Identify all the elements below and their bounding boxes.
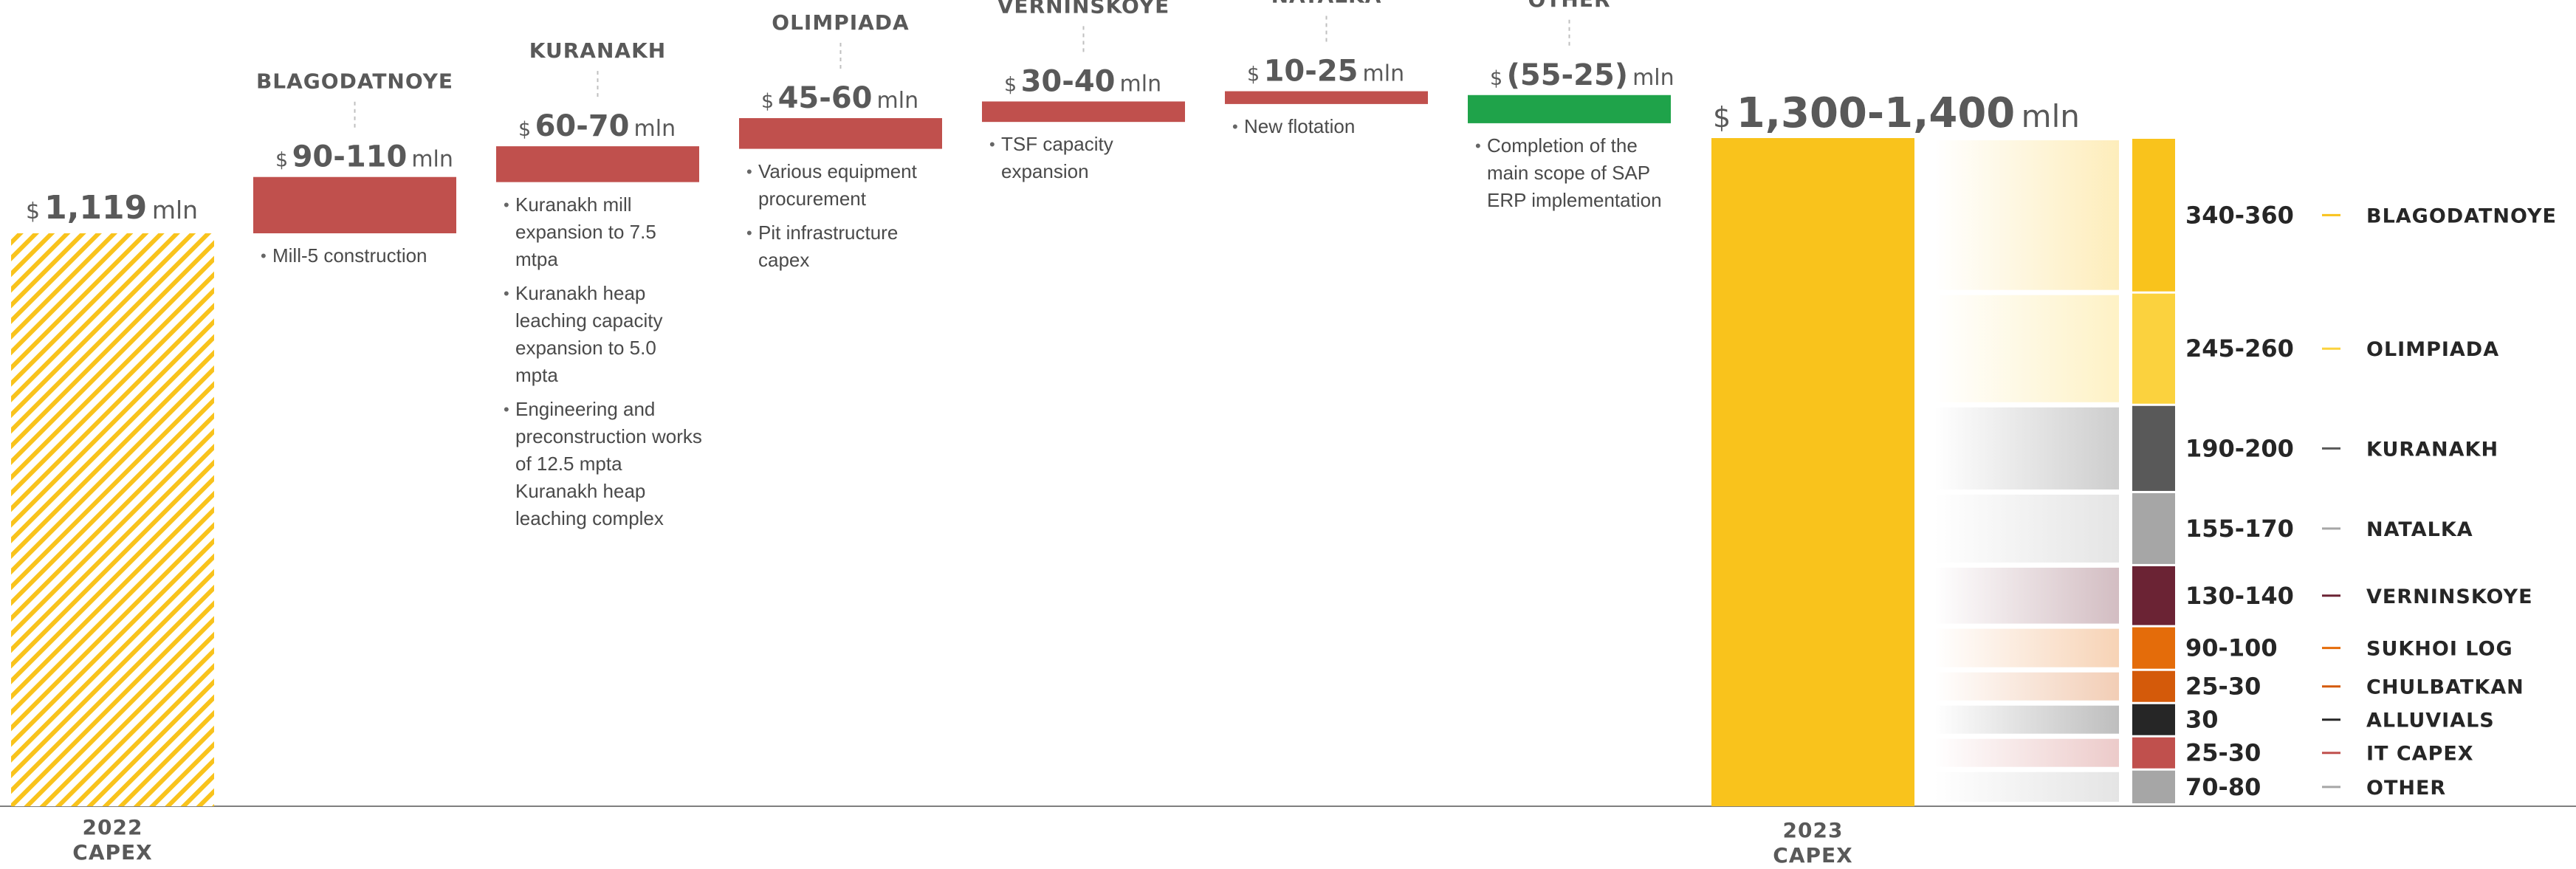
step-bar-olimpiada [739, 117, 942, 149]
step-name-natalka: NATALKA [1271, 0, 1382, 8]
breakdown-name-alluvials: ALLUVIALS [2366, 710, 2495, 732]
bullet-item: Engineering and preconstruction works of… [504, 396, 703, 532]
breakdown-name-verninskoye: VERNINSKOYE [2366, 585, 2533, 608]
breakdown-value-alluvials: 30 [2185, 706, 2219, 734]
step-value-label-olimpiada: $ 45-60 mln [761, 81, 918, 115]
breakdown-name-natalka: NATALKA [2366, 518, 2473, 541]
breakdown-glow-it-capex [1934, 738, 2119, 767]
step-bullets-olimpiada: Various equipment procurement Pit infrast… [746, 158, 946, 281]
step-bar-kuranakh [496, 146, 699, 182]
end-category-label-line2: CAPEX [1773, 843, 1852, 865]
breakdown-glow-verninskoye [1934, 567, 2119, 624]
start-bar [11, 233, 214, 806]
breakdown-glow-sukhoi-log [1934, 628, 2119, 667]
step-bullets-verninskoye: TSF capacity expansion [989, 131, 1189, 192]
start-category-label-line2: CAPEX [72, 840, 152, 865]
breakdown-value-other: 70-80 [2185, 773, 2261, 801]
breakdown-glow-alluvials [1934, 705, 2119, 734]
breakdown-segment-natalka [2132, 492, 2175, 564]
breakdown-glow-natalka [1934, 494, 2119, 563]
breakdown-value-verninskoye: 130-140 [2185, 582, 2294, 610]
breakdown-value-natalka: 155-170 [2185, 515, 2294, 543]
breakdown-name-olimpiada: OLIMPIADA [2366, 338, 2499, 361]
breakdown-value-chulbatkan: 25-30 [2185, 673, 2261, 701]
step-bar-blagodatnoye [253, 176, 456, 233]
bullet-item: Kuranakh heap leaching capacity expansio… [504, 280, 703, 389]
step-value-label-verninskoye: $ 30-40 mln [1004, 64, 1161, 98]
step-name-blagodatnoye: BLAGODATNOYE [256, 69, 453, 94]
breakdown-segment-other [2132, 770, 2175, 803]
breakdown-name-sukhoi-log: SUKHOI LOG [2366, 638, 2513, 661]
breakdown-value-blagodatnoye: 340-360 [2185, 201, 2294, 229]
bullet-item: Completion of the main scope of SAP ERP … [1475, 132, 1675, 214]
breakdown-segment-verninskoye [2132, 566, 2175, 625]
breakdown-name-chulbatkan: CHULBATKAN [2366, 676, 2524, 699]
step-name-verninskoye: VERNINSKOYE [997, 0, 1169, 18]
step-bullets-other: Completion of the main scope of SAP ERP … [1475, 132, 1675, 221]
breakdown-name-it-capex: IT CAPEX [2366, 743, 2474, 766]
breakdown-glow-blagodatnoye [1934, 140, 2119, 290]
bullet-item: Mill-5 construction [261, 242, 460, 269]
step-bullets-natalka: New flotation [1232, 113, 1432, 147]
start-value-label: $ 1,119 mln [26, 189, 198, 227]
bullet-item: Pit infrastructure capex [746, 219, 946, 274]
end-value-label: $ 1,300-1,400 mln [1713, 89, 2080, 137]
breakdown-segment-kuranakh [2132, 405, 2175, 491]
breakdown-glow-chulbatkan [1934, 672, 2119, 701]
step-value-label-natalka: $ 10-25 mln [1247, 55, 1404, 89]
breakdown-segment-chulbatkan [2132, 670, 2175, 702]
step-bullets-kuranakh: Kuranakh mill expansion to 7.5 mtpaKuran… [504, 191, 703, 539]
breakdown-value-olimpiada: 245-260 [2185, 334, 2294, 363]
breakdown-segment-blagodatnoye [2132, 139, 2175, 292]
breakdown-value-kuranakh: 190-200 [2185, 434, 2294, 462]
bullet-item: Various equipment procurement [746, 158, 946, 213]
breakdown-value-sukhoi-log: 90-100 [2185, 634, 2278, 662]
breakdown-value-it-capex: 25-30 [2185, 739, 2261, 767]
end-bar [1711, 138, 1914, 806]
bullet-item: TSF capacity expansion [989, 131, 1189, 185]
breakdown-name-blagodatnoye: BLAGODATNOYE [2366, 205, 2557, 227]
step-bar-other [1468, 95, 1671, 123]
step-bar-verninskoye [982, 101, 1185, 123]
step-bullets-blagodatnoye: Mill-5 construction [261, 242, 460, 276]
breakdown-segment-it-capex [2132, 737, 2175, 769]
breakdown-name-other: OTHER [2366, 777, 2446, 800]
step-name-kuranakh: KURANAKH [529, 38, 666, 63]
breakdown-name-kuranakh: KURANAKH [2366, 438, 2498, 461]
bullet-item: Kuranakh mill expansion to 7.5 mtpa [504, 191, 703, 273]
breakdown-glow-other [1934, 772, 2119, 802]
step-value-label-blagodatnoye: $ 90-110 mln [275, 140, 453, 174]
step-name-other: OTHER [1528, 0, 1610, 12]
start-category-label-line1: 2022 [83, 815, 143, 839]
step-value-label-kuranakh: $ 60-70 mln [518, 109, 676, 143]
breakdown-segment-sukhoi-log [2132, 627, 2175, 669]
step-value-label-other: $ (55-25) mln [1490, 58, 1675, 92]
bullet-item: New flotation [1232, 113, 1432, 140]
breakdown-segment-olimpiada [2132, 293, 2175, 404]
step-name-olimpiada: OLIMPIADA [772, 10, 909, 35]
breakdown-glow-kuranakh [1934, 407, 2119, 490]
step-bar-natalka [1225, 91, 1428, 104]
end-category-label-line1: 2023 [1783, 818, 1844, 842]
breakdown-glow-olimpiada [1934, 295, 2119, 402]
breakdown-segment-alluvials [2132, 704, 2175, 735]
